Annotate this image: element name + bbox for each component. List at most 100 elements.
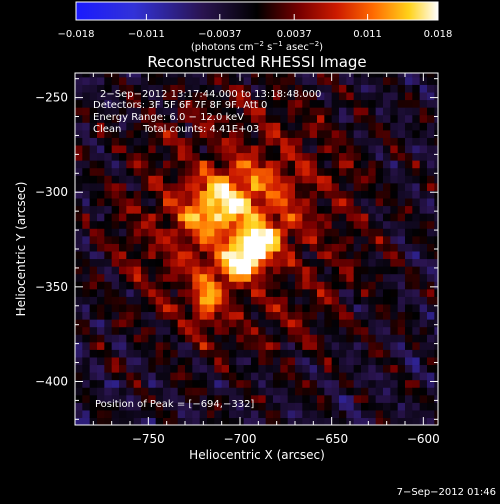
heatmap-cell bbox=[419, 296, 428, 305]
heatmap-cell bbox=[236, 220, 245, 229]
heatmap-cell bbox=[419, 129, 428, 138]
heatmap-cell bbox=[295, 417, 303, 425]
heatmap-cell bbox=[434, 288, 438, 297]
colorbar-tick-label: 0.011 bbox=[353, 29, 382, 40]
heatmap-cell bbox=[434, 73, 438, 78]
heatmap-cell bbox=[302, 152, 311, 161]
heatmap-cell bbox=[419, 167, 428, 176]
heatmap-cell bbox=[207, 197, 215, 207]
heatmap-cell bbox=[126, 281, 135, 290]
heatmap-cell bbox=[324, 152, 333, 161]
heatmap-cell bbox=[236, 334, 245, 343]
heatmap-cell bbox=[419, 235, 428, 244]
heatmap-cell bbox=[331, 250, 340, 260]
heatmap-cell bbox=[258, 349, 267, 358]
heatmap-cell bbox=[412, 243, 421, 252]
heatmap-cell bbox=[280, 167, 289, 176]
heatmap-cell bbox=[236, 91, 245, 101]
heatmap-cell bbox=[236, 387, 245, 396]
heatmap-cell bbox=[221, 76, 230, 85]
heatmap-cell bbox=[199, 266, 208, 275]
heatmap-cell bbox=[192, 379, 201, 388]
heatmap-cell bbox=[185, 349, 193, 358]
heatmap-cell bbox=[104, 326, 113, 335]
heatmap-cell bbox=[221, 167, 230, 176]
heatmap-cell bbox=[317, 319, 325, 328]
heatmap-cell bbox=[207, 205, 215, 214]
heatmap-cell bbox=[368, 91, 377, 101]
heatmap-cell bbox=[229, 167, 237, 176]
heatmap-cell bbox=[302, 296, 311, 305]
heatmap-cell bbox=[207, 288, 215, 297]
heatmap-cell bbox=[229, 409, 237, 419]
heatmap-cell bbox=[331, 235, 340, 244]
heatmap-cell bbox=[390, 349, 399, 358]
heatmap-cell bbox=[170, 379, 179, 388]
heatmap-cell bbox=[405, 364, 413, 373]
heatmap-cell bbox=[221, 220, 230, 229]
heatmap-cell bbox=[97, 288, 105, 297]
heatmap-cell bbox=[236, 364, 245, 373]
heatmap-cell bbox=[324, 319, 333, 328]
heatmap-cell bbox=[353, 273, 362, 282]
heatmap-cell bbox=[163, 91, 171, 101]
heatmap-cell bbox=[419, 364, 428, 373]
heatmap-cell bbox=[273, 91, 281, 101]
heatmap-cell bbox=[111, 107, 120, 116]
heatmap-cell bbox=[97, 190, 105, 199]
heatmap-cell bbox=[170, 296, 179, 305]
heatmap-cell bbox=[397, 326, 406, 335]
heatmap-cell bbox=[273, 167, 281, 176]
heatmap-cell bbox=[155, 107, 164, 116]
heatmap-cell bbox=[170, 356, 179, 366]
heatmap-cell bbox=[236, 273, 245, 282]
heatmap-cell bbox=[397, 235, 406, 244]
heatmap-cell bbox=[251, 122, 259, 131]
heatmap-cell bbox=[375, 372, 384, 381]
heatmap-cell bbox=[133, 167, 142, 176]
heatmap-cell bbox=[331, 114, 340, 123]
heatmap-cell bbox=[104, 129, 113, 138]
heatmap-cell bbox=[141, 182, 149, 191]
heatmap-cell bbox=[185, 319, 193, 328]
heatmap-cell bbox=[170, 167, 179, 176]
heatmap-cell bbox=[368, 334, 377, 343]
heatmap-cell bbox=[295, 144, 303, 154]
heatmap-cell bbox=[317, 364, 325, 373]
heatmap-cell bbox=[177, 137, 186, 146]
heatmap-cell bbox=[309, 379, 318, 388]
heatmap-cell bbox=[280, 409, 289, 419]
heatmap-cell bbox=[412, 167, 421, 176]
heatmap-cell bbox=[229, 387, 237, 396]
heatmap-cell bbox=[412, 319, 421, 328]
heatmap-cell bbox=[280, 160, 289, 169]
heatmap-cell bbox=[243, 152, 252, 161]
heatmap-cell bbox=[192, 114, 201, 123]
heatmap-cell bbox=[185, 91, 193, 101]
heatmap-cell bbox=[229, 311, 237, 320]
heatmap-cell bbox=[427, 394, 435, 403]
heatmap-cell bbox=[309, 213, 318, 222]
heatmap-cell bbox=[302, 122, 311, 131]
heatmap-cell bbox=[368, 409, 377, 419]
heatmap-cell bbox=[346, 99, 355, 108]
heatmap-cell bbox=[324, 409, 333, 419]
heatmap-cell bbox=[361, 213, 369, 222]
heatmap-cell bbox=[324, 296, 333, 305]
heatmap-cell bbox=[295, 137, 303, 146]
heatmap-cell bbox=[104, 228, 113, 237]
heatmap-cell bbox=[265, 99, 274, 108]
heatmap-cell bbox=[126, 296, 135, 305]
heatmap-cell bbox=[89, 372, 98, 381]
heatmap-cell bbox=[346, 372, 355, 381]
heatmap-cell bbox=[331, 402, 340, 411]
heatmap-cell bbox=[199, 91, 208, 101]
heatmap-cell bbox=[148, 91, 157, 101]
heatmap-cell bbox=[302, 91, 311, 101]
heatmap-cell bbox=[427, 73, 435, 78]
heatmap-cell bbox=[177, 394, 186, 403]
heatmap-cell bbox=[148, 129, 157, 138]
heatmap-cell bbox=[317, 190, 325, 199]
heatmap-cell bbox=[295, 228, 303, 237]
heatmap-cell bbox=[331, 258, 340, 267]
